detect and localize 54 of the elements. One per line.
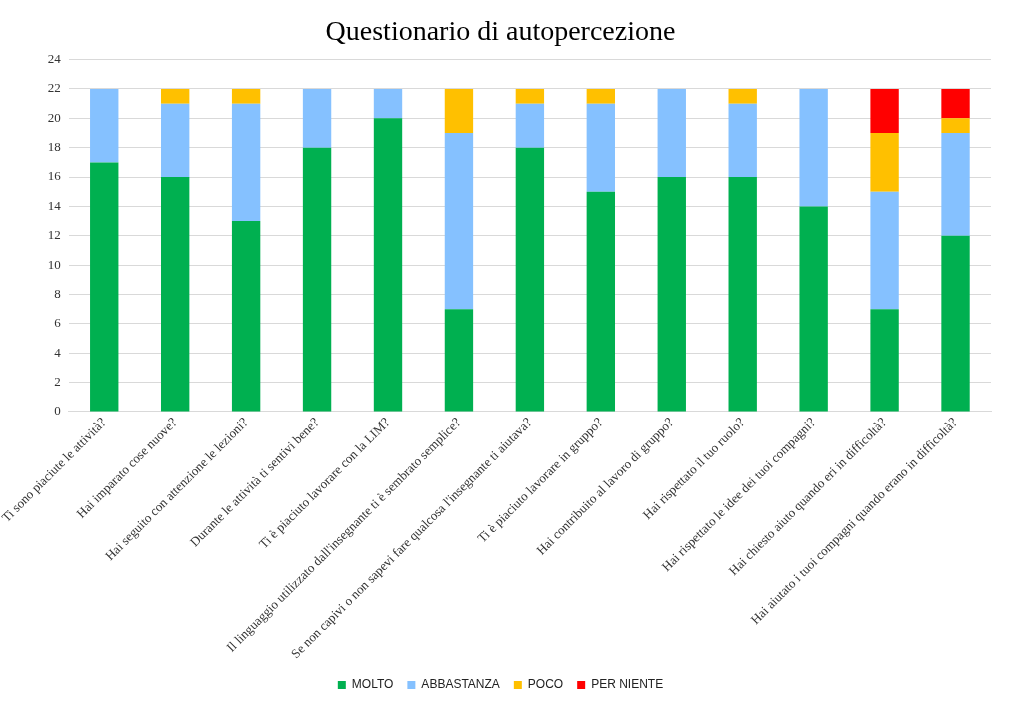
y-tick-label: 16	[47, 168, 62, 184]
bar	[870, 133, 899, 192]
bar	[657, 88, 686, 178]
bar	[302, 147, 332, 412]
bar	[870, 88, 899, 134]
y-tick-label: 24	[47, 51, 62, 67]
bar	[444, 88, 474, 134]
bar	[728, 103, 757, 178]
bar	[941, 133, 970, 236]
y-tick-label: 8	[54, 285, 61, 301]
bar	[728, 88, 757, 104]
bar	[728, 177, 757, 412]
y-tick-label: 2	[54, 374, 61, 390]
bar	[941, 88, 970, 119]
bar	[231, 88, 261, 104]
y-tick-label: 12	[47, 227, 61, 243]
bar	[160, 177, 190, 412]
y-tick-label: 20	[47, 109, 61, 125]
bar	[231, 221, 261, 412]
y-tick-label: 6	[54, 315, 62, 331]
bar	[870, 191, 899, 310]
bar	[444, 133, 474, 310]
bar	[799, 88, 828, 207]
y-tick-label: 18	[47, 139, 61, 155]
bar	[941, 118, 970, 134]
bar	[586, 88, 616, 104]
bar	[231, 103, 261, 222]
bar	[90, 88, 119, 163]
legend-label: ABBASTANZA	[421, 677, 500, 692]
bar	[160, 88, 190, 104]
bar	[586, 191, 616, 412]
y-tick-label: 0	[54, 403, 61, 419]
bar	[870, 309, 899, 412]
y-tick-label: 22	[47, 80, 61, 96]
bar	[373, 88, 403, 119]
bar	[799, 206, 828, 412]
bar	[586, 103, 616, 192]
bar	[657, 177, 686, 412]
bar	[160, 103, 190, 178]
bar	[515, 147, 545, 412]
bar	[90, 162, 119, 412]
y-tick-label: 4	[54, 344, 62, 360]
bar	[302, 88, 332, 148]
bar	[515, 88, 545, 104]
chart-title: Questionario di autopercezione	[325, 15, 676, 47]
legend-label: POCO	[527, 677, 564, 692]
bar	[444, 309, 474, 412]
y-tick-label: 14	[47, 197, 62, 213]
bar	[515, 103, 545, 148]
legend-label: PER NIENTE	[591, 677, 664, 692]
legend-label: MOLTO	[351, 677, 394, 692]
bar	[941, 235, 970, 412]
y-tick-label: 10	[47, 256, 61, 272]
bar	[373, 118, 403, 412]
